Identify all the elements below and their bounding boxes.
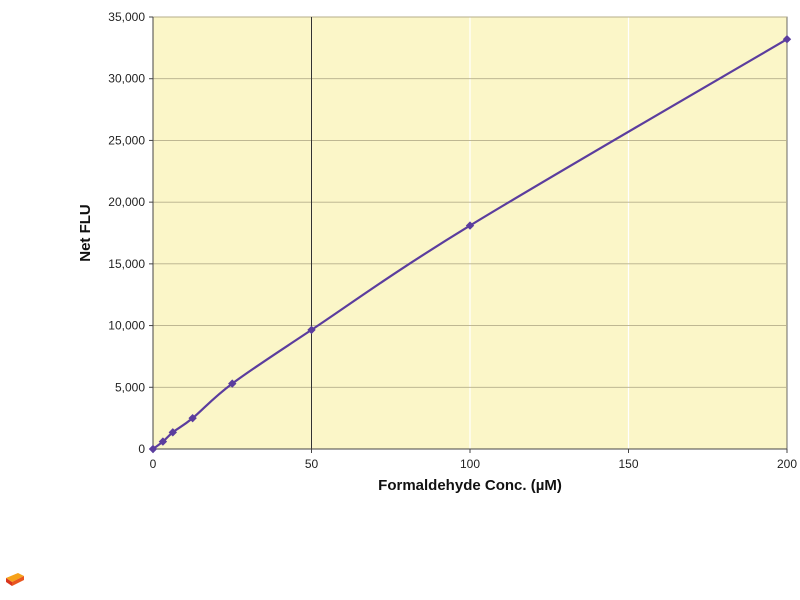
y-tick-label: 20,000: [108, 195, 145, 209]
y-tick-label: 35,000: [108, 10, 145, 24]
data-point-marker: [148, 444, 158, 454]
y-tick-label: 5,000: [115, 380, 145, 394]
brand-logo-icon: [6, 573, 24, 586]
y-tick-label: 0: [138, 442, 145, 456]
y-axis-title: Net FLU: [77, 204, 94, 262]
data-point-marker: [158, 437, 168, 446]
data-point-marker: [228, 379, 237, 388]
y-tick-label: 30,000: [108, 72, 145, 86]
data-point-marker: [188, 413, 197, 423]
data-point-marker: [307, 325, 316, 335]
data-point-marker: [168, 428, 178, 437]
y-tick-label: 15,000: [108, 257, 145, 271]
x-tick-label: 200: [777, 457, 797, 471]
series-line: [152, 38, 788, 450]
data-point-marker: [465, 221, 475, 230]
series: [148, 35, 792, 454]
x-axis-title: Formaldehyde Conc. (µM): [378, 477, 562, 494]
y-tick-label: 25,000: [108, 133, 145, 147]
tick-labels: 0 5,000 10,000 15,000 20,000 25,000 30,000 35,0…: [108, 10, 797, 471]
x-tick-label: 0: [150, 457, 157, 471]
data-point-marker: [782, 35, 792, 44]
grid-lines: [153, 16, 787, 449]
y-tick-label: 10,000: [108, 319, 145, 333]
x-tick-label: 150: [618, 457, 638, 471]
x-tick-label: 50: [305, 457, 319, 471]
x-tick-label: 100: [460, 457, 480, 471]
